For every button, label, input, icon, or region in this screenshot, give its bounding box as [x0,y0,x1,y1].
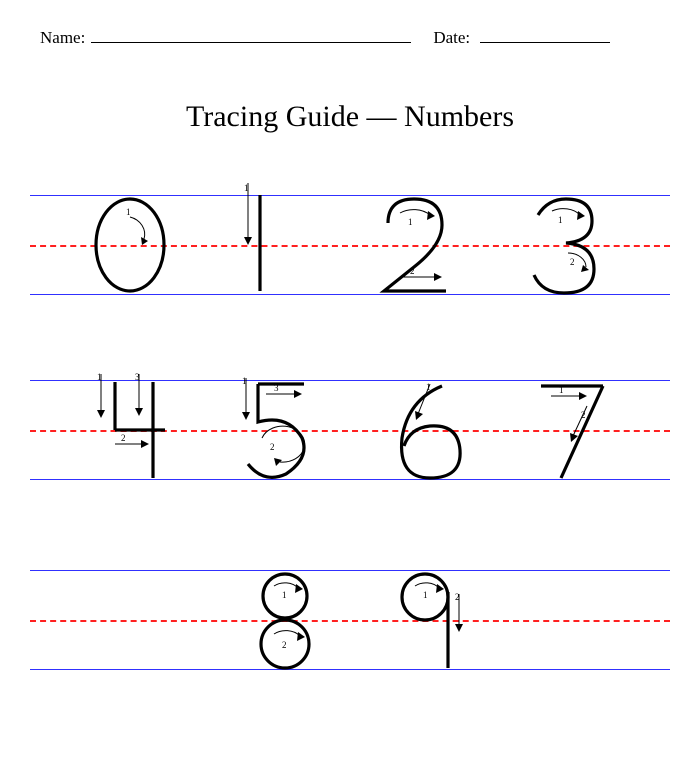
glyph-2: 1 2 [370,195,460,300]
writing-row-2: 1 2 3 1 2 [30,380,670,480]
step-label: 1 [559,385,564,395]
glyph-0: 1 [85,195,175,295]
step-label: 2 [121,433,126,443]
glyph-3: 1 2 [520,195,610,300]
page-title: Tracing Guide — Numbers [0,100,700,134]
step-label: 2 [410,266,415,276]
step-label: 3 [274,383,279,393]
step-label: 2 [570,257,575,267]
glyph-layer: 1 2 3 1 2 [30,380,670,480]
step-label: 3 [135,372,140,382]
date-group: Date: [433,28,610,48]
name-label: Name: [40,28,85,48]
header: Name: Date: [40,28,670,48]
step-label: 2 [455,592,460,602]
glyph-9: 1 2 [385,570,480,675]
glyph-8: 1 2 [240,570,330,675]
date-label: Date: [433,28,470,47]
step-label: 1 [426,382,431,392]
writing-row-1: 1 1 1 2 [30,195,670,295]
step-label: 1 [244,183,249,193]
step-label: 1 [558,215,563,225]
glyph-5: 1 2 3 [230,378,330,488]
glyph-1: 1 [230,183,290,303]
step-label: 1 [242,376,247,386]
step-label: 2 [581,410,586,420]
name-blank-line[interactable] [91,29,411,43]
step-label: 1 [423,590,428,600]
glyph-4: 1 2 3 [85,372,185,492]
glyph-6: 1 [380,380,475,485]
step-label: 2 [270,442,275,452]
worksheet-page: Name: Date: Tracing Guide — Numbers 1 [0,0,700,761]
step-label: 1 [408,217,413,227]
glyph-7: 1 2 [525,380,620,485]
glyph-layer: 1 2 1 2 [30,570,670,670]
step-label: 2 [282,640,287,650]
step-label: 1 [97,372,102,382]
step-label: 1 [282,590,287,600]
writing-row-3: 1 2 1 2 [30,570,670,670]
step-label: 1 [126,207,131,217]
date-blank-line[interactable] [480,29,610,43]
glyph-layer: 1 1 1 2 [30,195,670,295]
